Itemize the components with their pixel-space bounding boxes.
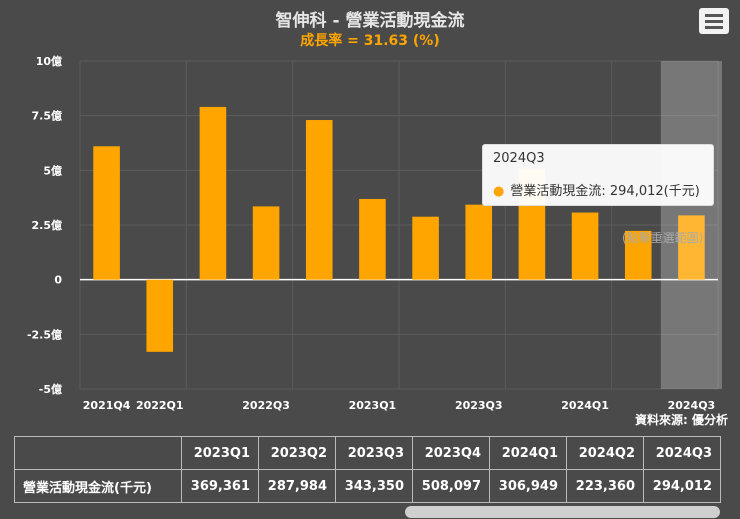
bar[interactable]	[93, 146, 120, 280]
column-header: 2024Q1	[489, 436, 567, 470]
bar[interactable]	[146, 279, 174, 352]
bar[interactable]	[465, 204, 493, 280]
chart-title: 智伸科 - 營業活動現金流	[275, 11, 465, 31]
x-tick-label: 2021Q4	[83, 399, 131, 412]
column-header: 2024Q2	[566, 436, 644, 470]
column-header: 2023Q2	[258, 436, 336, 470]
table-cell: 306,949	[489, 469, 567, 503]
bar-chart[interactable]: 10億 7.5億 5億 2.5億 0 -2.5億 -5億 2021Q4 2022Q1 2022Q3…	[0, 0, 740, 430]
x-tick-label: 2023Q3	[455, 399, 503, 412]
tooltip-period: 2024Q3	[493, 151, 545, 166]
table-row: 營業活動現金流(千元) 369,361 287,984 343,350 508,097…	[14, 469, 721, 503]
y-tick-label: 5億	[43, 163, 62, 177]
horizontal-scrollbar[interactable]	[405, 506, 720, 518]
y-tick-label: -5億	[39, 382, 62, 396]
table-cell: 508,097	[412, 469, 490, 503]
tooltip: 2024Q3 ● 營業活動現金流: 294,012(千元)	[482, 144, 714, 206]
y-tick-label: 2.5億	[32, 218, 63, 232]
x-tick-label: 2023Q1	[349, 399, 397, 412]
bar[interactable]	[359, 198, 386, 280]
table-cell: 343,350	[335, 469, 413, 503]
bar[interactable]	[305, 120, 333, 280]
bar[interactable]	[678, 215, 705, 280]
bar[interactable]	[412, 216, 439, 280]
column-header: 2023Q1	[181, 436, 259, 470]
table-header-row: 2023Q1 2023Q2 2023Q3 2023Q4 2024Q1 2024Q2 2024…	[14, 436, 721, 470]
table-corner	[14, 436, 182, 470]
x-tick-label: 2024Q1	[561, 399, 609, 412]
bar[interactable]	[199, 106, 227, 280]
x-tick-label: 2024Q3	[668, 399, 716, 412]
row-label: 營業活動現金流(千元)	[14, 469, 182, 503]
tooltip-row: ● 營業活動現金流: 294,012(千元)	[493, 184, 700, 199]
tooltip-series: 營業活動現金流	[510, 184, 602, 199]
bar[interactable]	[624, 230, 652, 280]
y-tick-label: 0	[54, 274, 62, 287]
tooltip-value: 294,012(千元)	[609, 184, 700, 199]
table-cell: 294,012	[643, 469, 721, 503]
bar[interactable]	[571, 212, 599, 280]
x-tick-label: 2022Q1	[136, 399, 184, 412]
y-tick-label: 7.5億	[32, 109, 63, 123]
chart-menu-button[interactable]	[699, 8, 729, 34]
x-tick-label: 2022Q3	[242, 399, 290, 412]
table-cell: 223,360	[566, 469, 644, 503]
table-cell: 369,361	[181, 469, 259, 503]
y-tick-label: 10億	[36, 54, 62, 68]
column-header: 2023Q4	[412, 436, 490, 470]
data-source: 資料來源: 優分析	[635, 413, 728, 427]
chart-area: 智伸科 - 營業活動現金流 成長率 = 31.63 (%) 10億 7.5億 5億 2…	[0, 0, 740, 430]
data-table: 2023Q1 2023Q2 2023Q3 2023Q4 2024Q1 2024Q2 2024…	[14, 436, 721, 503]
reset-zoom-label[interactable]: (點擊重選範圍)	[622, 231, 704, 245]
y-tick-label: -2.5億	[27, 327, 62, 341]
series-dot-icon: ●	[493, 184, 505, 199]
table-cell: 287,984	[258, 469, 336, 503]
column-header: 2023Q3	[335, 436, 413, 470]
column-header: 2024Q3	[643, 436, 721, 470]
bar[interactable]	[252, 206, 280, 280]
growth-rate-subtitle: 成長率 = 31.63 (%)	[300, 33, 440, 49]
hamburger-icon	[705, 14, 723, 17]
